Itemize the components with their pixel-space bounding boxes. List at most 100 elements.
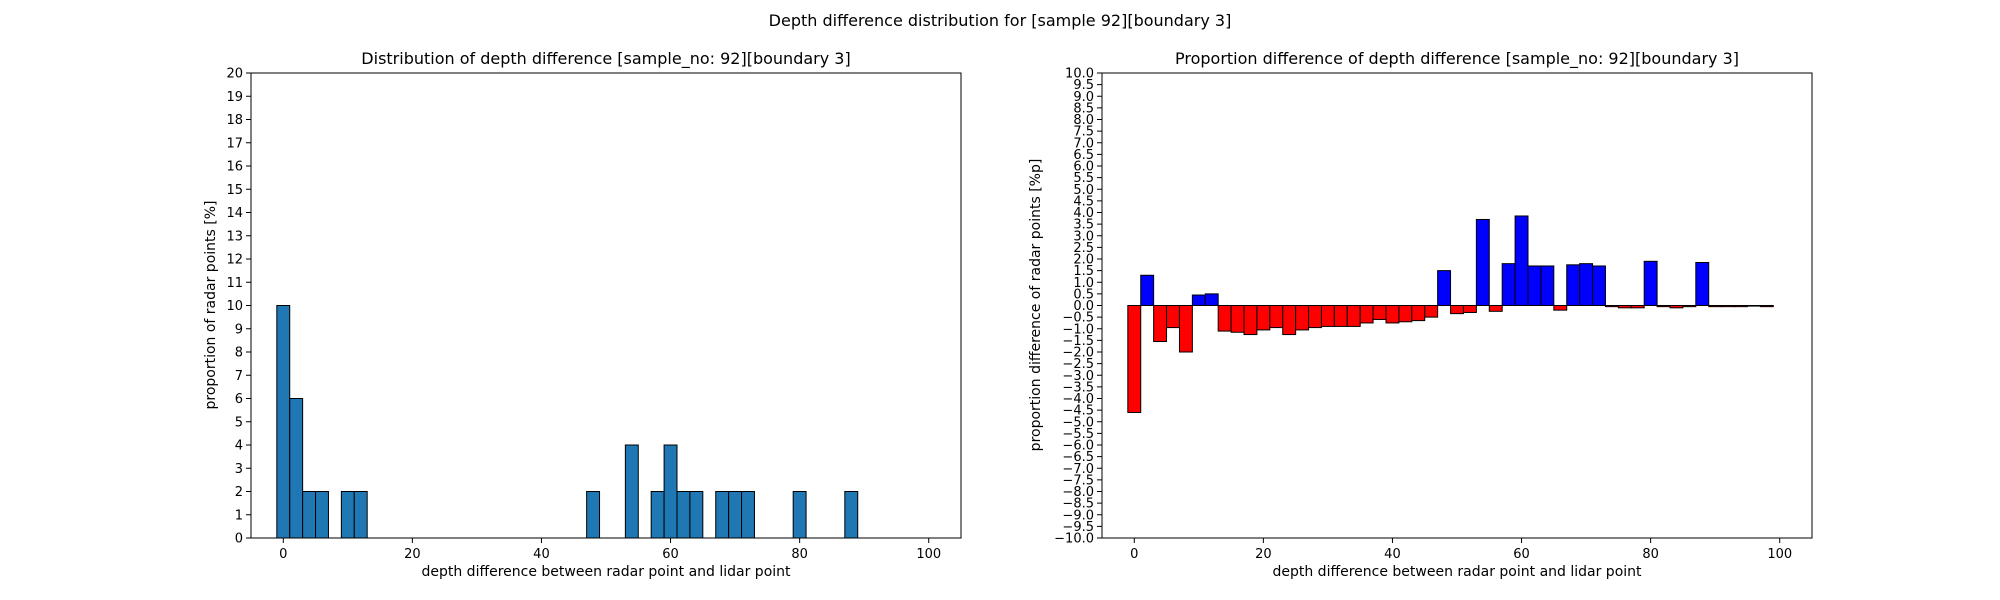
left-ytick-label: 4 xyxy=(235,439,243,454)
left-bar xyxy=(353,491,368,539)
right-bar xyxy=(1385,305,1400,324)
right-ytick-label: 5.5 xyxy=(1073,171,1094,186)
right-bar xyxy=(1320,305,1335,327)
left-chart-ticks: 0 20 40 60 80 1000123456789101112131415161718… xyxy=(226,67,941,563)
right-ytick-label: 6.5 xyxy=(1073,148,1094,163)
right-bar xyxy=(1437,270,1452,306)
right-bar xyxy=(1527,265,1542,307)
right-ytick-label: 4.5 xyxy=(1073,194,1094,209)
right-bar xyxy=(1475,218,1490,307)
right-ytick-label: −5.5 xyxy=(1062,427,1094,442)
right-bar xyxy=(1759,305,1774,308)
right-bar xyxy=(1230,305,1245,333)
right-ytick-label: 7.0 xyxy=(1073,136,1094,151)
right-ytick-label: 0.5 xyxy=(1073,287,1094,302)
left-ytick-label: 15 xyxy=(226,183,243,198)
left-ytick-label: 11 xyxy=(226,276,243,291)
right-chart: Proportion difference of depth differenc… xyxy=(1028,49,1813,580)
left-chart-ylabel: proportion of radar points [%] xyxy=(203,200,219,409)
right-bar xyxy=(1243,305,1258,336)
right-bar xyxy=(1721,305,1736,308)
right-xtick-label: 60 xyxy=(1513,547,1530,562)
left-ytick-label: 17 xyxy=(226,136,243,151)
left-bar xyxy=(844,491,859,539)
left-ytick-label: 12 xyxy=(226,253,243,268)
right-chart-bars xyxy=(1127,215,1774,413)
left-bar xyxy=(315,491,329,539)
right-ytick-label: 10.0 xyxy=(1065,67,1094,82)
right-bar xyxy=(1630,305,1645,309)
right-bar xyxy=(1695,261,1710,306)
right-bar xyxy=(1540,265,1555,307)
left-xtick-label: 20 xyxy=(404,547,421,562)
left-bar xyxy=(741,491,755,539)
right-ytick-label: 3.5 xyxy=(1073,218,1094,233)
right-bar xyxy=(1204,293,1219,306)
right-bar xyxy=(1333,305,1348,327)
right-ytick-label: −4.5 xyxy=(1062,404,1094,419)
left-bar xyxy=(302,491,317,539)
left-xtick-label: 0 xyxy=(279,547,287,562)
right-bar xyxy=(1295,305,1310,331)
right-ytick-label: 9.0 xyxy=(1073,90,1094,105)
right-bar xyxy=(1308,305,1322,329)
right-ytick-label: −9.0 xyxy=(1062,508,1094,523)
left-bar xyxy=(689,491,704,539)
left-bar xyxy=(650,491,665,539)
left-chart-frame xyxy=(250,72,962,539)
left-xtick-label: 60 xyxy=(662,547,679,562)
left-bar xyxy=(624,444,639,539)
right-bar xyxy=(1734,305,1748,308)
right-xtick-label: 40 xyxy=(1384,547,1401,562)
right-bar xyxy=(1140,274,1155,306)
left-bar xyxy=(340,491,355,539)
right-bar xyxy=(1656,305,1671,308)
right-bar xyxy=(1372,305,1387,320)
right-ytick-label: −6.0 xyxy=(1062,439,1094,454)
left-bar xyxy=(276,305,291,539)
left-chart-bars xyxy=(276,305,859,539)
right-ytick-label: −8.5 xyxy=(1062,497,1094,512)
left-xtick-label: 80 xyxy=(791,547,808,562)
right-ytick-label: −5.0 xyxy=(1062,415,1094,430)
right-ytick-label: 7.5 xyxy=(1073,125,1094,140)
right-bar xyxy=(1643,260,1658,307)
right-ytick-label: −6.5 xyxy=(1062,450,1094,465)
left-ytick-label: 6 xyxy=(235,392,243,407)
left-ytick-label: 5 xyxy=(235,415,243,430)
right-bar xyxy=(1488,305,1503,312)
right-bar xyxy=(1462,305,1477,313)
right-bar xyxy=(1579,263,1594,306)
figure-suptitle: Depth difference distribution for [sampl… xyxy=(769,11,1232,30)
left-chart-title: Distribution of depth difference [sample… xyxy=(361,49,850,69)
right-xtick-label: 80 xyxy=(1642,547,1659,562)
left-ytick-label: 7 xyxy=(235,369,243,384)
right-ytick-label: 2.0 xyxy=(1073,253,1094,268)
right-ytick-label: 1.0 xyxy=(1073,276,1094,291)
right-ytick-label: 8.5 xyxy=(1073,101,1094,116)
left-ytick-label: 14 xyxy=(226,206,243,221)
right-bar xyxy=(1708,305,1723,308)
right-bar xyxy=(1501,263,1516,306)
left-ytick-label: 3 xyxy=(235,462,243,477)
right-bar xyxy=(1217,305,1232,332)
right-ytick-label: −1.0 xyxy=(1062,322,1094,337)
left-chart-xlabel: depth difference between radar point and… xyxy=(421,564,791,580)
right-bar xyxy=(1450,305,1464,315)
left-ytick-label: 18 xyxy=(226,113,243,128)
right-ytick-label: −2.5 xyxy=(1062,357,1094,372)
right-ytick-label: −7.0 xyxy=(1062,462,1094,477)
right-bar xyxy=(1191,294,1206,307)
right-ytick-label: −7.5 xyxy=(1062,473,1094,488)
right-bar xyxy=(1553,305,1568,311)
left-bar xyxy=(792,491,807,539)
left-bar xyxy=(663,444,678,539)
right-xtick-label: 0 xyxy=(1130,547,1138,562)
right-chart-ticks: 0 20 40 60 80 100 −10.0−9.5−9.0−8.5−8.0−7.5−7.… xyxy=(1054,67,1792,563)
left-ytick-label: 8 xyxy=(235,346,243,361)
right-ytick-label: −4.0 xyxy=(1062,392,1094,407)
right-bar xyxy=(1566,264,1581,306)
right-bar xyxy=(1178,305,1193,353)
right-bar xyxy=(1269,305,1284,329)
right-ytick-label: −3.5 xyxy=(1062,380,1094,395)
